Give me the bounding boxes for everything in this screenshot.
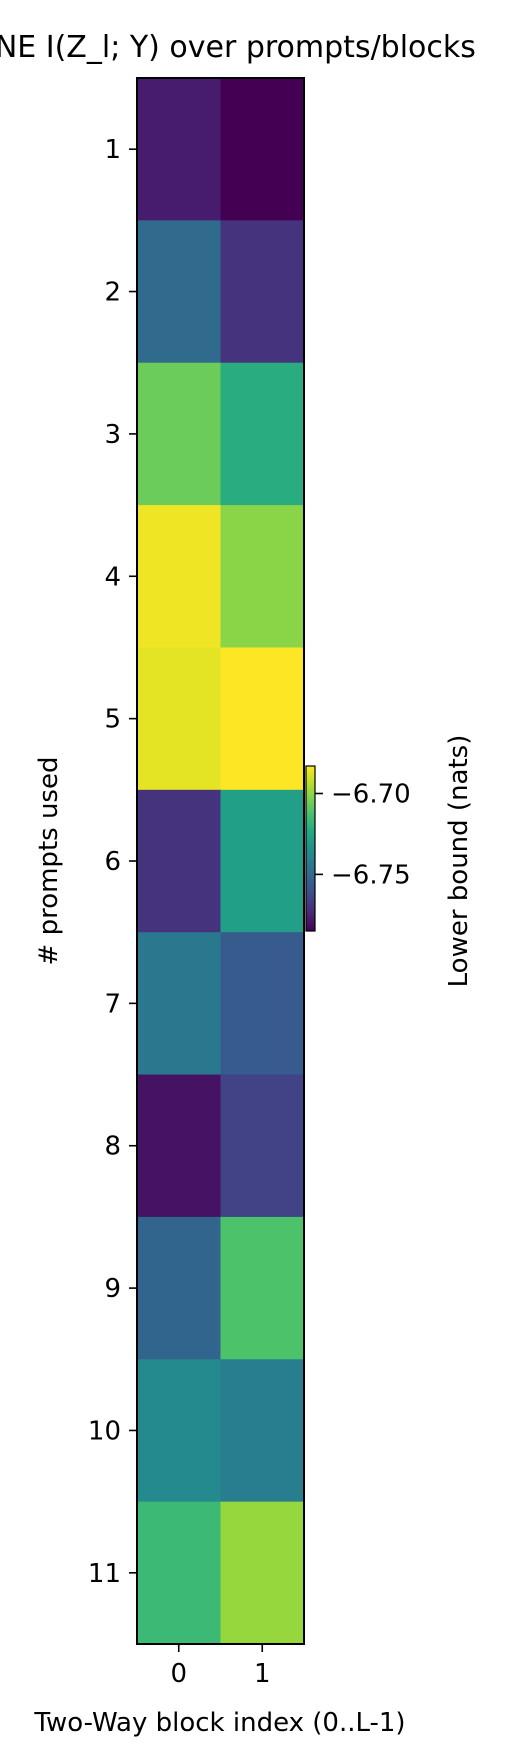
y-tick-label: 5: [104, 705, 121, 735]
y-tick-label: 8: [104, 1132, 121, 1162]
heatmap-cell: [137, 1359, 221, 1503]
y-tick-label: 11: [88, 1559, 121, 1589]
y-tick-label: 4: [104, 562, 121, 592]
heatmap-cell: [137, 220, 221, 364]
y-tick-label: 9: [104, 1274, 121, 1304]
heatmap-cells: [137, 78, 305, 1645]
colorbar-tick-label: −6.75: [331, 860, 411, 890]
heatmap-cell: [220, 362, 305, 506]
colorbar-label: Lower bound (nats): [444, 735, 474, 988]
y-tick-label: 3: [104, 420, 121, 450]
y-tick-label: 2: [104, 278, 121, 308]
heatmap-cell: [220, 647, 305, 791]
heatmap-cell: [220, 220, 305, 364]
heatmap-cell: [137, 78, 221, 221]
y-tick-label: 10: [88, 1416, 121, 1446]
heatmap-cell: [220, 1216, 305, 1360]
colorbar: −6.75 −6.70: [305, 765, 411, 932]
heatmap-cell: [220, 1501, 305, 1645]
y-axis-label: # prompts used: [34, 757, 64, 966]
chart-title: MINE I(Z_l; Y) over prompts/blocks: [0, 30, 476, 65]
y-tick-label: 6: [104, 847, 121, 877]
colorbar-tick-label: −6.70: [331, 780, 411, 810]
heatmap-cell: [137, 647, 221, 791]
heatmap-cell: [220, 505, 305, 648]
heatmap-cell: [220, 789, 305, 933]
y-axis-ticks: 1 2 3 4 5 6 7 8 9 10 11: [88, 135, 137, 1589]
y-tick-label: 7: [104, 989, 121, 1019]
y-tick-label: 1: [104, 135, 121, 165]
colorbar-gradient: [305, 765, 316, 932]
heatmap-cell: [220, 1359, 305, 1503]
x-tick-label: 0: [170, 1659, 187, 1689]
heatmap-cell: [137, 932, 221, 1076]
heatmap-cell: [220, 1074, 305, 1218]
heatmap-cell: [137, 1216, 221, 1360]
heatmap-cell: [220, 78, 305, 221]
heatmap-cell: [137, 789, 221, 933]
heatmap-cell: [137, 362, 221, 506]
x-tick-label: 1: [254, 1659, 271, 1689]
heatmap-cell: [137, 1501, 221, 1645]
heatmap-cell: [137, 1074, 221, 1218]
heatmap-cell: [137, 505, 221, 648]
x-axis-label: Two-Way block index (0..L-1): [33, 1708, 405, 1738]
heatmap-cell: [220, 932, 305, 1076]
